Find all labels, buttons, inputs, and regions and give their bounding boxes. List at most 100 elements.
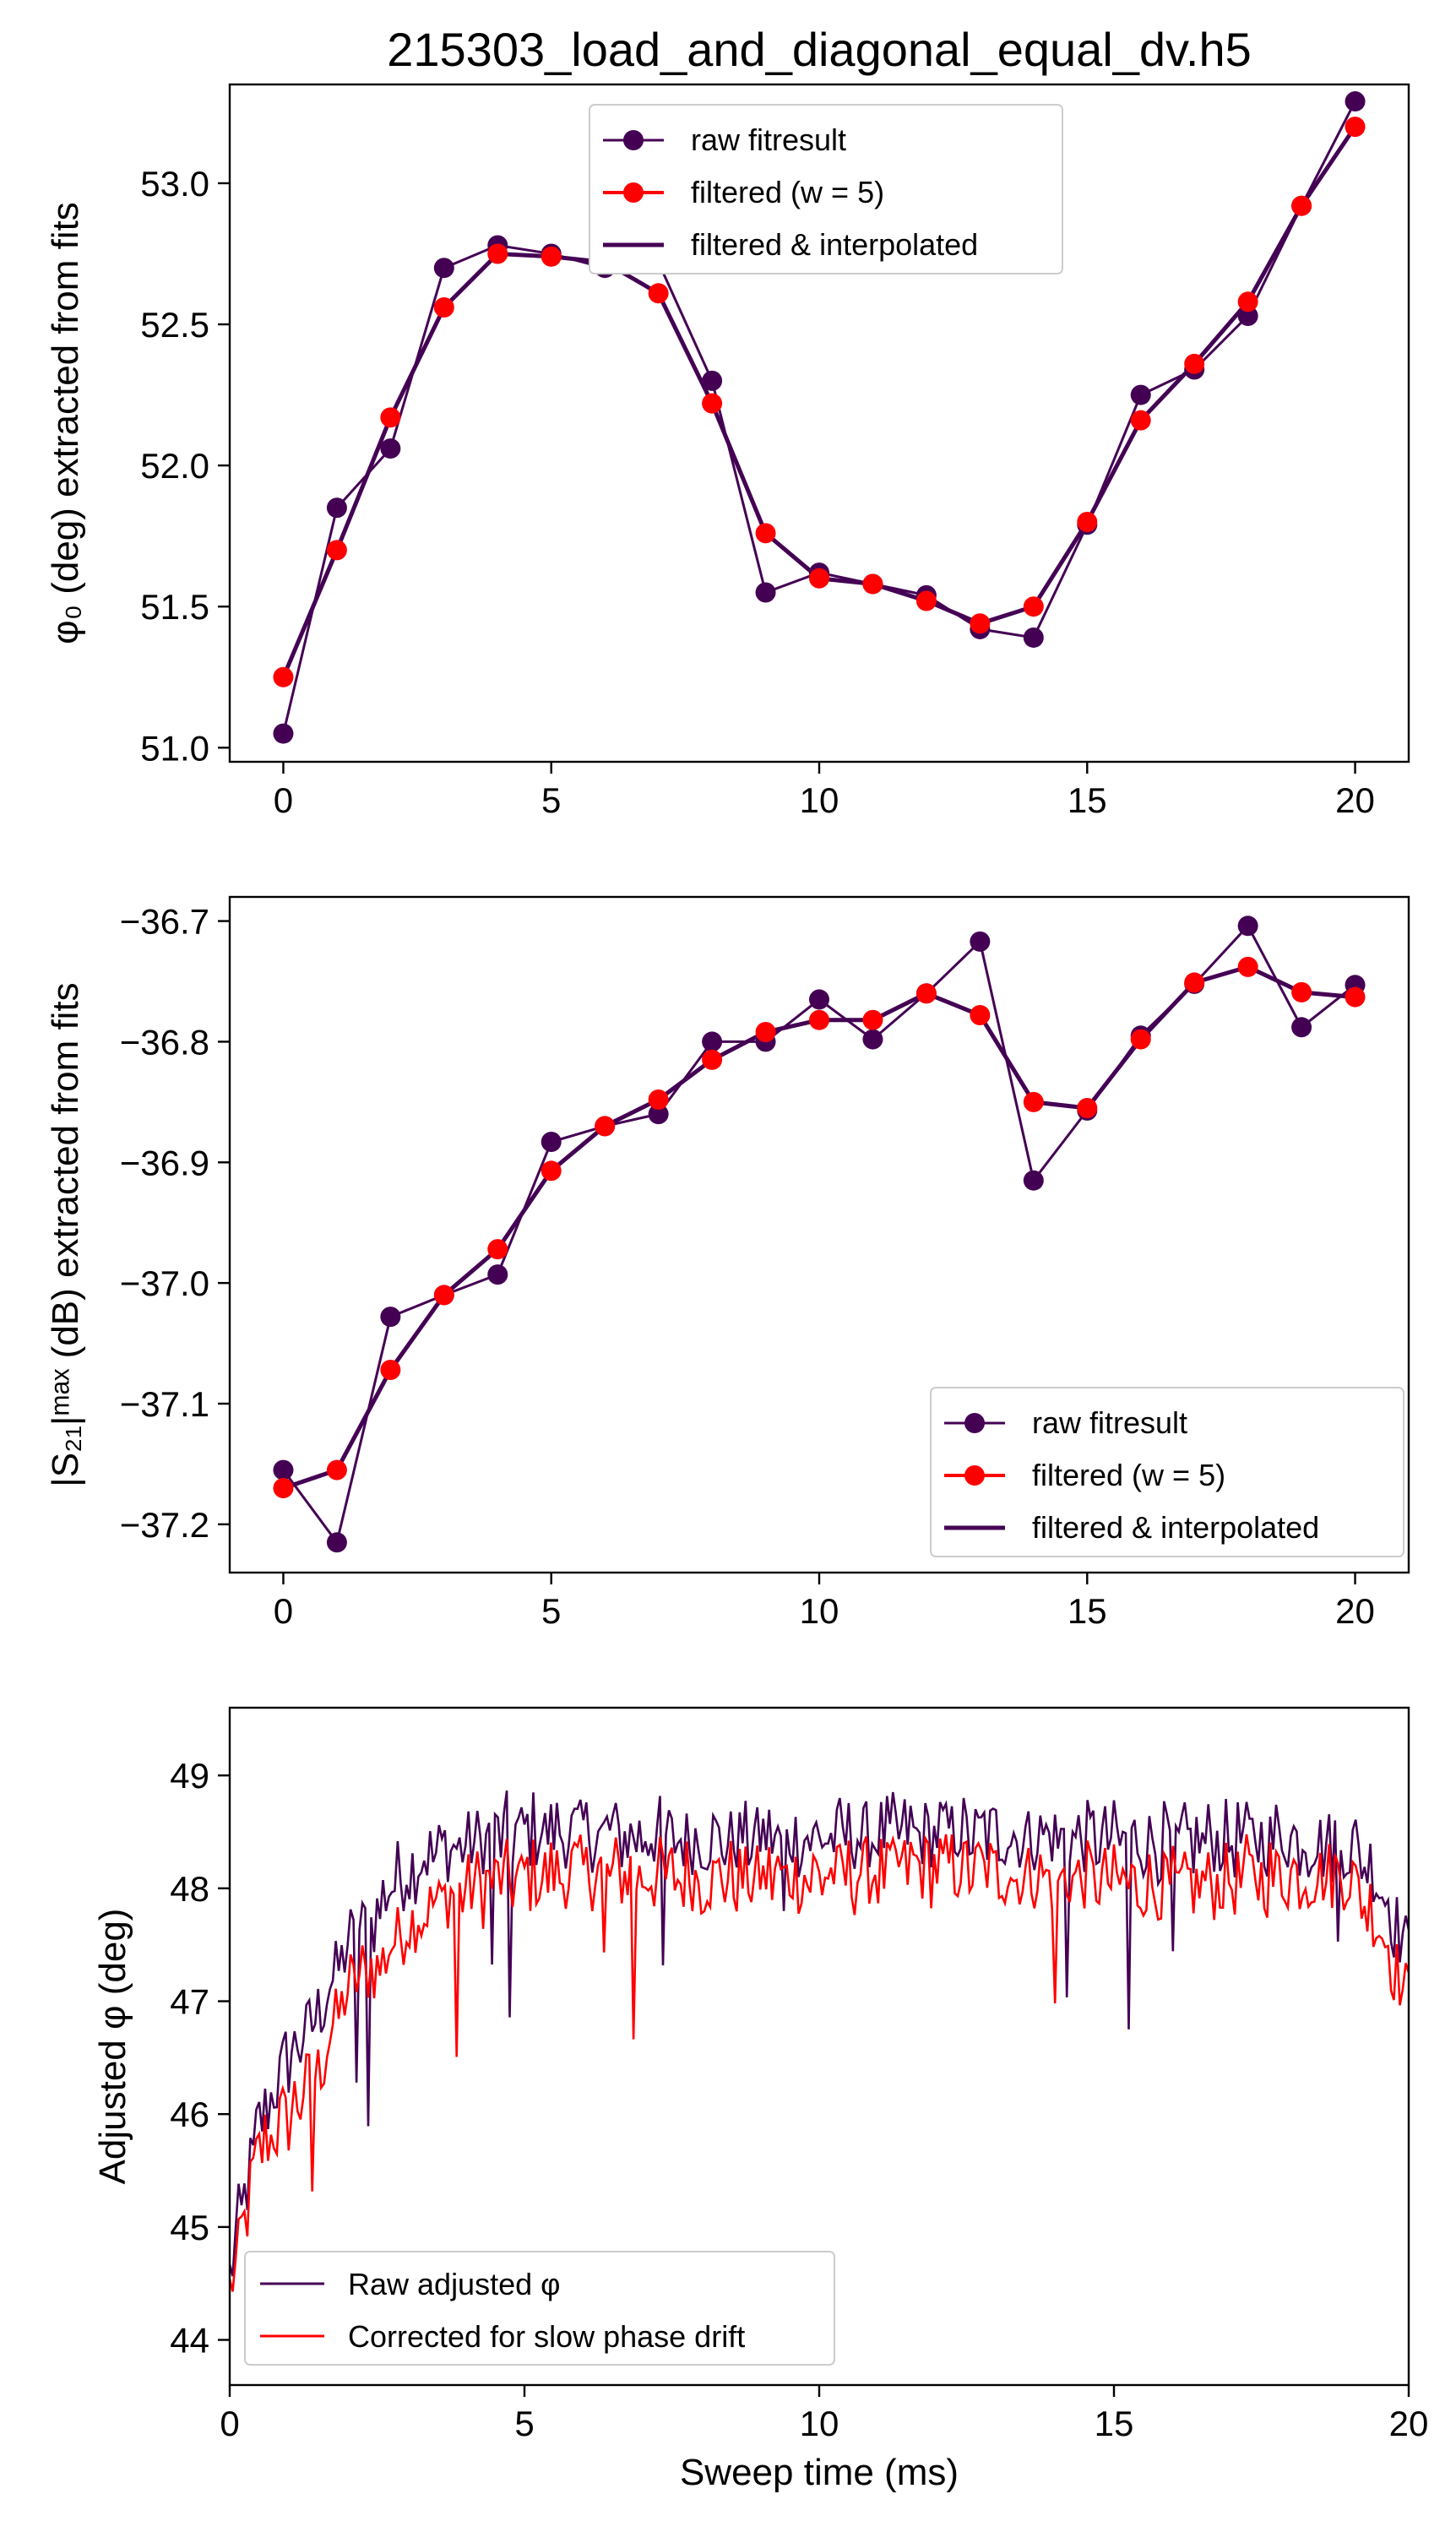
filtered-point: [915, 983, 937, 1004]
legend-marker-filtered: [964, 1465, 985, 1486]
x-tick-label: 0: [274, 780, 293, 820]
y-tick-label: 52.5: [140, 305, 209, 345]
legend-label: filtered (w = 5): [691, 175, 884, 209]
filtered-point: [326, 1459, 347, 1481]
filtered-point: [755, 523, 776, 544]
x-tick-label: 20: [1335, 780, 1375, 820]
chart-panel-3: 0 5 10 15 20 44 45 46 47 48 49 Adjusted φ (deg) Swee…: [92, 1706, 1429, 2493]
y-tick-label: 52.0: [140, 446, 209, 486]
x-tick-label: 15: [1095, 2404, 1134, 2443]
series-line-corrected: [230, 1834, 1409, 2292]
filtered-point: [273, 666, 294, 687]
legend-label: filtered & interpolated: [1032, 1510, 1319, 1545]
filtered-point: [970, 613, 991, 634]
chart-panel-2: 0 5 10 15 20 −37.2 −37.1 −37.0 −36.9 −36.8 −36.7 |S…: [45, 895, 1410, 1631]
filtered-point: [273, 1478, 294, 1498]
filtered-point: [380, 1360, 401, 1380]
legend-label: filtered & interpolated: [691, 227, 978, 262]
x-tick-label: 5: [541, 780, 561, 820]
x-axis-label: Sweep time (ms): [680, 2452, 959, 2493]
raw-point: [273, 723, 294, 744]
raw-point: [273, 1459, 294, 1481]
filtered-point: [595, 1116, 616, 1137]
raw-point: [755, 582, 776, 603]
filtered-point: [1291, 195, 1312, 216]
legend-frame: [244, 2251, 835, 2366]
raw-point: [1291, 1017, 1312, 1038]
filtered-point: [1077, 511, 1098, 532]
raw-point: [380, 1307, 401, 1328]
plot-area: [273, 916, 1366, 1553]
y-tick-label: −36.7: [120, 902, 209, 942]
filtered-point: [433, 296, 454, 318]
axes-frame: [228, 895, 1410, 1574]
raw-point: [809, 989, 829, 1010]
legend: raw fitresult filtered (w = 5) filtered & …: [589, 104, 1063, 274]
y-tick-label: −37.1: [120, 1384, 209, 1424]
x-tick-label: 10: [800, 1591, 839, 1631]
y-tick-label: 51.5: [140, 587, 209, 627]
filtered-point: [380, 407, 401, 428]
filtered-point: [648, 1089, 669, 1110]
raw-point: [862, 1029, 883, 1050]
x-tick-label: 20: [1335, 1591, 1375, 1631]
raw-point: [487, 1264, 508, 1285]
series-line-raw-adjusted: [230, 1790, 1409, 2277]
raw-point: [1130, 384, 1151, 405]
filtered-point: [755, 1022, 776, 1042]
raw-point: [541, 1132, 562, 1152]
filtered-point: [648, 283, 669, 304]
legend-marker-filtered: [623, 182, 644, 203]
x-tick-label: 10: [800, 2404, 839, 2443]
axes-frame: [228, 1706, 1410, 2387]
legend-label: filtered (w = 5): [1032, 1458, 1225, 1492]
legend-frame: [930, 1387, 1404, 1557]
raw-point: [1023, 627, 1044, 648]
y-tick-label: 49: [170, 1756, 209, 1796]
y-tick-label: −36.8: [120, 1022, 209, 1062]
y-axis-label: |S₂₁|ᵐᵃˣ (dB) extracted from fits: [45, 982, 86, 1486]
filtered-point: [487, 1239, 508, 1260]
x-tick-label: 0: [274, 1591, 293, 1631]
x-tick-label: 15: [1068, 1591, 1107, 1631]
legend-label: raw fitresult: [691, 122, 846, 157]
y-axis-label: φ₀ (deg) extracted from fits: [45, 202, 86, 644]
filtered-point: [915, 590, 937, 611]
y-tick-label: 46: [170, 2095, 209, 2134]
filtered-point: [702, 393, 723, 414]
filtered-point: [1130, 410, 1151, 431]
raw-point: [1345, 91, 1366, 112]
raw-point: [702, 1031, 723, 1052]
filtered-point: [862, 573, 883, 595]
filtered-point: [862, 1009, 883, 1030]
filtered-point: [1023, 1091, 1044, 1112]
y-tick-label: 53.0: [140, 164, 209, 204]
filtered-point: [809, 1009, 829, 1030]
raw-point: [702, 370, 723, 391]
y-tick-label: −36.9: [120, 1143, 209, 1182]
filtered-point: [541, 1160, 562, 1182]
axes-frame: [228, 83, 1410, 763]
chart-title: 215303_load_and_diagonal_equal_dv.h5: [387, 23, 1252, 76]
legend-marker-raw: [623, 130, 644, 150]
raw-point: [326, 1532, 347, 1553]
x-tick-label: 15: [1068, 780, 1107, 820]
filtered-point: [970, 1005, 991, 1025]
legend-label: Corrected for slow phase drift: [348, 2319, 745, 2354]
filtered-point: [702, 1049, 723, 1070]
raw-point: [1237, 306, 1258, 327]
x-tick-label: 20: [1389, 2404, 1429, 2443]
filtered-point: [1237, 956, 1258, 977]
x-tick-label: 5: [541, 1591, 561, 1631]
legend-label: raw fitresult: [1032, 1405, 1187, 1440]
filtered-point: [809, 568, 829, 589]
filtered-point: [1184, 972, 1205, 993]
legend-label: Raw adjusted φ: [348, 2267, 560, 2301]
y-tick-label: 48: [170, 1869, 209, 1909]
filtered-point: [1184, 353, 1205, 374]
y-tick-label: 45: [170, 2208, 209, 2247]
legend-frame: [589, 104, 1063, 274]
chart-panel-1: 215303_load_and_diagonal_equal_dv.h5 0 5 10…: [45, 23, 1410, 820]
filtered-point: [1291, 981, 1312, 1002]
raw-point: [1023, 1170, 1044, 1191]
